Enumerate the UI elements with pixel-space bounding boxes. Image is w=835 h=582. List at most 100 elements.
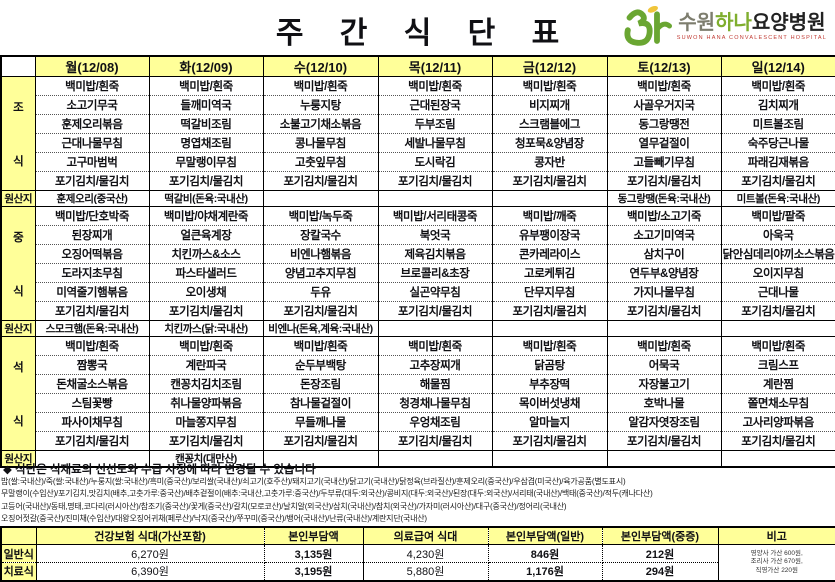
menu-cell: 포기김치/물김치 [377,171,493,191]
menu-cell: 두유 [262,282,379,302]
menu-cell: 스크램블에그 [491,114,608,134]
origin-cell [606,320,722,337]
day-header-cell: 일(12/14) [720,55,835,77]
hospital-name: 수원하나요양병원 [678,12,825,34]
origin-row-label: 원산지 [0,320,36,337]
menu-cell: 백미밥/흰죽 [262,76,379,96]
menu-cell: 순두부백탕 [262,355,379,375]
menu-cell: 콩나물무침 [262,133,379,153]
price-col-header: 건강보험 식대(가산포함) [35,526,265,545]
hospital-name-prefix: 수원 [678,11,716,34]
price-cell: 294원 [601,562,719,581]
menu-cell: 포기김치/물김치 [720,171,835,191]
menu-cell: 두부조림 [377,114,493,134]
day-header-cell: 목(12/11) [377,55,493,77]
menu-item-row: 조 식 백미밥/흰죽 백미밥/흰죽 백미밥/흰죽 백미밥/흰죽 백미밥/흰죽 백미밥/흰죽 백미… [0,76,835,191]
menu-cell: 백미밥/흰죽 [148,76,264,96]
menu-cell: 백미밥/흰죽 [606,336,722,356]
menu-cell: 백미밥/흰죽 [491,76,608,96]
menu-item-row: 짬뽕국 계란파국 순두부백탕 고추장찌개 닭곰탕 어묵국 크림스프 [1,355,835,375]
menu-cell: 근대된장국 [377,95,493,115]
origin-cell [262,190,379,207]
meal-type-label: 일반식 [0,544,37,563]
menu-item-row: 근대나물무침 명엽채조림 콩나물무침 세발나물무침 청포묵&양념장 열무겉절이 숙주당근나물 [1,133,835,153]
price-cell: 5,880원 [362,562,489,581]
menu-cell: 단무지무침 [491,282,608,302]
origin-cell [377,320,493,337]
menu-cell: 파래김재볶음 [720,152,835,172]
price-remark-cell: 영양사 가산 600원, 조리사 가산 670원, 직영가산 220원 [717,544,835,581]
menu-cell: 부추장떡 [491,374,608,394]
menu-cell: 소고기무국 [34,95,150,115]
weekly-menu-table: 월(12/08) 화(12/09) 수(12/10) 목(12/11) 금(12/12)… [0,55,835,468]
origin-cell: 미트볼(돈육:국내산) [720,190,835,207]
menu-cell: 포기김치/물김치 [148,431,264,451]
hospital-name-suffix: 요양병원 [751,11,826,34]
day-header-cell: 토(12/13) [606,55,722,77]
menu-item-row: 훈제오리볶음 떡갈비조림 소불고기채소볶음 두부조림 스크램블에그 동그랑땡전 미트볼조림 [1,114,835,134]
menu-cell: 오징어떡볶음 [34,244,150,264]
menu-cell: 포기김치/물김치 [262,301,379,321]
menu-cell: 어묵국 [606,355,722,375]
menu-cell: 고구마범벅 [34,152,150,172]
menu-cell: 훈제오리볶음 [34,114,150,134]
menu-item-row: 오징어떡볶음 치킨까스&소스 비엔나햄볶음 제육김치볶음 콘카레라이스 삼치구이 닭안심데리… [1,244,835,264]
price-cell: 212원 [601,544,719,563]
menu-notice: ◆ 식단은 식재료의 신선도와 수급 사정에 따라 변경될 수 있습니다 [3,464,316,476]
price-table: 건강보험 식대(가산포함) 본인부담액 의료급여 식대 본인부담액(일반) 본인부담액(… [0,526,835,582]
price-table-body: 건강보험 식대(가산포함) 본인부담액 의료급여 식대 본인부담액(일반) 본인부담액(… [0,526,835,581]
price-cell: 3,135원 [263,544,364,563]
origin-row: 원산지 훈제오리(중국산) 떡갈비(돈육:국내산) 동그랑땡(돈육:국내산) 미트볼(돈… [0,190,835,207]
menu-cell: 김치찌개 [720,95,835,115]
menu-cell: 소고기미역국 [606,225,722,245]
menu-cell: 백미밥/흰죽 [377,336,493,356]
menu-cell: 포기김치/물김치 [720,431,835,451]
menu-table-body: 월(12/08) 화(12/09) 수(12/10) 목(12/11) 금(12/12)… [0,55,835,468]
menu-cell: 백미밥/흰죽 [34,76,150,96]
menu-cell: 백미밥/소고기죽 [606,206,722,226]
menu-cell: 고들빼기무침 [606,152,722,172]
menu-cell: 고로케튀김 [491,263,608,283]
menu-cell: 크림스프 [720,355,835,375]
menu-cell: 소불고기채소볶음 [262,114,379,134]
menu-item-row: 돈채굴소스볶음 캔꽁치김치조림 돈장조림 해물찜 부추장떡 자장불고기 계란찜 [1,374,835,394]
menu-cell: 고춧잎무침 [262,152,379,172]
menu-cell: 북엇국 [377,225,493,245]
menu-corner-cell [0,55,36,77]
meal-type-label: 치료식 [0,562,37,581]
menu-cell: 파스타샐러드 [148,263,264,283]
menu-cell: 포기김치/물김치 [491,301,608,321]
menu-cell: 백미밥/깨죽 [491,206,608,226]
menu-cell: 백미밥/흰죽 [720,336,835,356]
menu-cell: 된장찌개 [34,225,150,245]
menu-cell: 포기김치/물김치 [720,301,835,321]
menu-cell: 백미밥/흰죽 [720,76,835,96]
price-corner-cell [0,526,37,545]
menu-cell: 콩자반 [491,152,608,172]
menu-cell: 브로콜리&초장 [377,263,493,283]
menu-cell: 포기김치/물김치 [34,431,150,451]
menu-cell: 취나물양파볶음 [148,393,264,413]
menu-cell: 제육김치볶음 [377,244,493,264]
menu-cell: 포기김치/물김치 [148,171,264,191]
origin-footnote-line: 고등어(국내산)/동태,명태,코다리(러시아산)/참조기(중국산)/꽃게(중국산… [1,501,567,511]
menu-cell: 연두부&양념장 [606,263,722,283]
menu-cell: 포기김치/물김치 [606,431,722,451]
price-col-header: 본인부담액 [263,526,364,545]
menu-cell: 포기김치/물김치 [606,301,722,321]
menu-cell: 포기김치/물김치 [148,301,264,321]
price-col-header: 본인부담액(일반) [487,526,603,545]
menu-item-row: 포기김치/물김치 포기김치/물김치 포기김치/물김치 포기김치/물김치 포기김치/물김치… [1,301,835,321]
menu-cell: 오이생채 [148,282,264,302]
menu-cell: 스팀꽃빵 [34,393,150,413]
menu-cell: 떡갈비조림 [148,114,264,134]
menu-cell: 캔꽁치김치조림 [148,374,264,394]
price-header-row: 건강보험 식대(가산포함) 본인부담액 의료급여 식대 본인부담액(일반) 본인부담액(… [0,526,835,545]
hospital-name-brand: 하나 [715,11,752,34]
day-header-cell: 월(12/08) [34,55,150,77]
menu-cell: 알감자엿장조림 [606,412,722,432]
origin-cell: 캔꽁치(대만산) [148,450,264,468]
hospital-subtitle: SUWON HANA CONVALESCENT HOSPITAL [676,34,827,41]
menu-cell: 동그랑땡전 [606,114,722,134]
menu-cell: 목이버섯냉채 [491,393,608,413]
